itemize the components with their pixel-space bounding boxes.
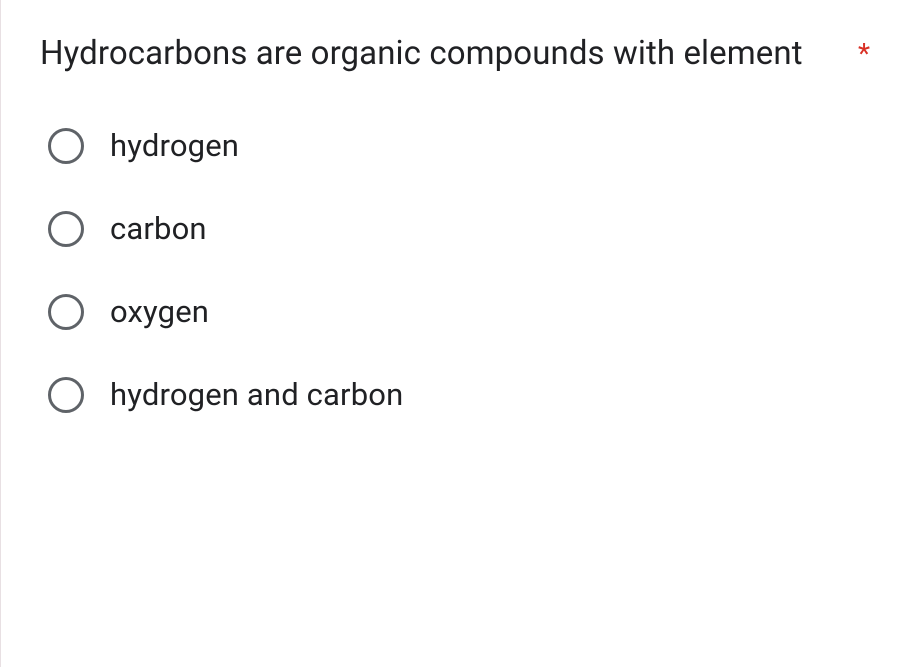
option-label: hydrogen bbox=[110, 127, 239, 164]
card-left-border bbox=[0, 0, 1, 667]
option-label: carbon bbox=[110, 210, 207, 247]
radio-icon bbox=[48, 128, 84, 164]
radio-icon bbox=[48, 377, 84, 413]
option-hydrogen-and-carbon[interactable]: hydrogen and carbon bbox=[48, 376, 870, 413]
option-hydrogen[interactable]: hydrogen bbox=[48, 127, 870, 164]
radio-icon bbox=[48, 294, 84, 330]
options-group: hydrogen carbon oxygen hydrogen and carb… bbox=[40, 127, 870, 413]
question-header: Hydrocarbons are organic compounds with … bbox=[40, 28, 870, 79]
option-label: oxygen bbox=[110, 293, 209, 330]
question-text: Hydrocarbons are organic compounds with … bbox=[40, 28, 858, 79]
required-asterisk: * bbox=[858, 34, 870, 73]
radio-icon bbox=[48, 211, 84, 247]
option-label: hydrogen and carbon bbox=[110, 376, 403, 413]
option-oxygen[interactable]: oxygen bbox=[48, 293, 870, 330]
option-carbon[interactable]: carbon bbox=[48, 210, 870, 247]
